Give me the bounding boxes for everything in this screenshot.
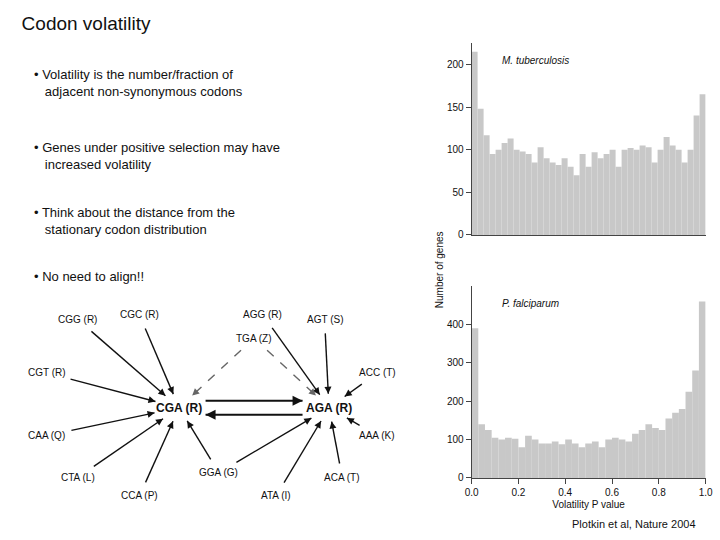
svg-text:ACA (T): ACA (T): [324, 472, 360, 483]
svg-text:CGT (R): CGT (R): [28, 367, 66, 378]
svg-text:• Genes under positive selecti: • Genes under positive selection may hav…: [34, 140, 280, 172]
svg-text:GGA (G): GGA (G): [199, 467, 238, 478]
svg-text:0.2: 0.2: [511, 487, 525, 498]
svg-text:50: 50: [452, 187, 464, 198]
svg-text:0.4: 0.4: [558, 487, 572, 498]
svg-text:AAA (K): AAA (K): [359, 430, 395, 441]
svg-text:CAA (Q): CAA (Q): [28, 430, 65, 441]
svg-text:AGT (S): AGT (S): [307, 314, 343, 325]
svg-text:CTA (L): CTA (L): [61, 472, 95, 483]
svg-text:0: 0: [458, 229, 464, 240]
svg-text:150: 150: [447, 102, 464, 113]
svg-text:100: 100: [447, 144, 464, 155]
svg-text:Volatility P value: Volatility P value: [552, 499, 625, 510]
svg-text:200: 200: [447, 396, 464, 407]
svg-text:300: 300: [447, 357, 464, 368]
svg-text:ACC (T): ACC (T): [359, 367, 396, 378]
svg-text:Plotkin et al, Nature 2004: Plotkin et al, Nature 2004: [572, 518, 696, 530]
svg-text:200: 200: [447, 59, 464, 70]
svg-text:TGA (Z): TGA (Z): [236, 333, 272, 344]
svg-text:CGG (R): CGG (R): [58, 314, 97, 325]
svg-text:P. falciparum: P. falciparum: [502, 298, 559, 309]
svg-text:• Think about the distance fro: • Think about the distance from the stat…: [34, 205, 235, 237]
svg-text:• No need to align!!: • No need to align!!: [34, 269, 144, 284]
svg-text:AGG (R): AGG (R): [243, 309, 282, 320]
svg-text:Number of genes: Number of genes: [434, 231, 445, 308]
svg-text:Codon volatility: Codon volatility: [22, 13, 151, 34]
svg-text:CCA (P): CCA (P): [121, 490, 158, 501]
svg-text:M. tuberculosis: M. tuberculosis: [502, 55, 569, 66]
svg-text:400: 400: [447, 319, 464, 330]
svg-text:0: 0: [458, 472, 464, 483]
svg-text:CGA (R): CGA (R): [156, 401, 202, 415]
svg-text:100: 100: [447, 434, 464, 445]
svg-text:• Volatility is the number/fra: • Volatility is the number/fraction of a…: [34, 67, 243, 99]
svg-text:ATA (I): ATA (I): [261, 490, 291, 501]
svg-text:1.0: 1.0: [699, 487, 713, 498]
svg-text:AGA (R): AGA (R): [306, 401, 352, 415]
svg-text:0.8: 0.8: [652, 487, 666, 498]
svg-text:CGC (R): CGC (R): [120, 309, 159, 320]
svg-text:0.6: 0.6: [605, 487, 619, 498]
svg-text:0.0: 0.0: [465, 487, 479, 498]
